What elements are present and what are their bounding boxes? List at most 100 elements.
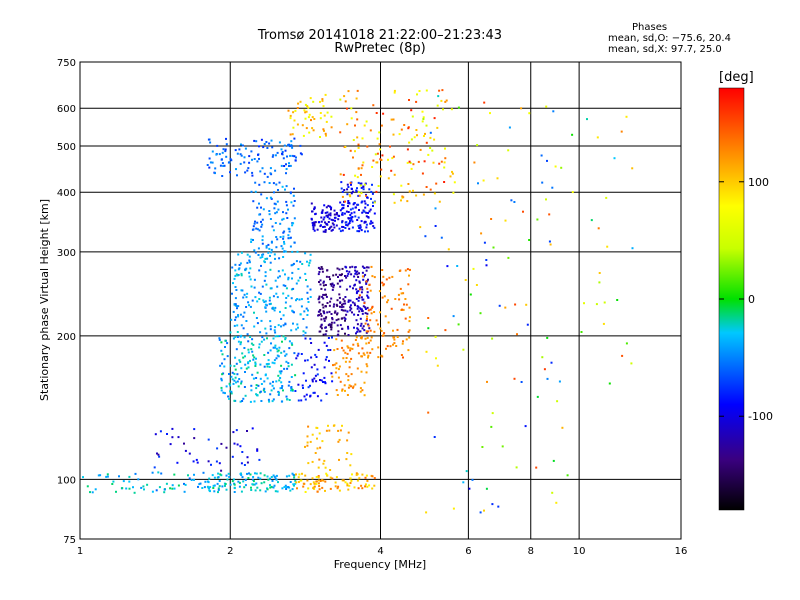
data-point xyxy=(171,427,174,430)
data-point xyxy=(274,203,277,206)
data-point xyxy=(490,425,493,428)
data-point xyxy=(404,317,407,320)
data-point xyxy=(239,313,242,316)
data-point xyxy=(240,154,243,157)
data-point xyxy=(244,394,247,397)
data-point xyxy=(350,373,353,376)
data-point xyxy=(277,349,280,352)
data-point xyxy=(444,329,447,332)
data-point xyxy=(309,394,312,397)
data-point xyxy=(304,272,307,275)
data-point xyxy=(220,341,223,344)
data-point xyxy=(361,347,364,350)
data-point xyxy=(297,383,300,386)
data-point xyxy=(358,294,361,297)
data-point xyxy=(385,278,388,281)
data-point xyxy=(402,292,405,295)
data-point xyxy=(412,163,415,166)
data-point xyxy=(234,297,237,300)
data-point xyxy=(366,315,368,318)
data-point xyxy=(319,283,322,286)
data-point xyxy=(446,265,449,268)
data-point xyxy=(292,204,295,207)
data-point xyxy=(245,267,248,270)
data-point xyxy=(329,205,331,208)
data-point xyxy=(347,346,350,349)
data-point xyxy=(286,217,289,219)
data-point xyxy=(288,340,291,343)
data-point xyxy=(289,245,292,248)
data-point xyxy=(444,157,447,160)
data-point xyxy=(276,354,279,357)
data-point xyxy=(251,350,254,353)
data-point xyxy=(247,477,250,479)
data-point xyxy=(394,298,397,300)
data-point xyxy=(328,213,331,216)
data-point xyxy=(229,483,232,486)
data-point xyxy=(356,230,359,233)
data-point xyxy=(276,200,279,203)
data-point xyxy=(258,458,261,461)
data-point xyxy=(329,476,332,479)
data-point xyxy=(357,194,360,197)
data-point xyxy=(334,481,337,484)
data-point xyxy=(294,482,297,485)
data-point xyxy=(367,324,370,327)
data-point xyxy=(155,489,158,492)
data-point xyxy=(286,367,289,370)
data-point xyxy=(234,263,237,266)
data-point xyxy=(284,284,287,287)
data-point xyxy=(397,293,400,296)
data-point xyxy=(347,299,350,302)
data-point xyxy=(306,435,309,438)
data-point xyxy=(230,318,233,321)
data-point xyxy=(307,425,310,428)
data-point xyxy=(332,424,335,427)
data-point xyxy=(254,489,257,492)
data-point xyxy=(303,109,306,112)
data-point xyxy=(238,148,241,151)
data-point xyxy=(425,350,428,353)
data-point xyxy=(240,474,243,476)
data-point xyxy=(336,324,339,327)
data-point xyxy=(233,324,236,327)
data-point xyxy=(322,310,325,313)
data-point xyxy=(260,340,263,343)
data-point xyxy=(261,235,264,238)
data-point xyxy=(289,489,292,492)
data-point xyxy=(361,288,364,291)
data-point xyxy=(318,297,321,300)
data-point xyxy=(366,318,368,320)
data-point xyxy=(343,95,346,98)
data-point xyxy=(270,287,273,290)
data-point xyxy=(290,363,293,366)
data-point xyxy=(345,458,348,461)
data-point xyxy=(227,161,230,164)
data-point xyxy=(331,380,334,383)
data-point xyxy=(121,487,124,490)
data-point xyxy=(255,482,258,485)
data-point xyxy=(366,312,369,315)
data-point xyxy=(300,153,303,156)
data-point xyxy=(354,339,357,341)
data-point xyxy=(357,167,360,170)
data-point xyxy=(270,389,273,392)
data-point xyxy=(238,481,241,484)
data-point xyxy=(329,278,331,281)
data-point xyxy=(404,269,407,272)
data-point xyxy=(157,453,160,456)
data-point xyxy=(253,278,256,281)
data-point xyxy=(313,485,316,488)
data-point xyxy=(321,211,324,214)
data-point xyxy=(354,272,357,275)
data-point xyxy=(586,118,588,121)
data-point xyxy=(240,274,243,277)
data-point xyxy=(234,356,237,359)
data-point xyxy=(320,399,323,402)
data-point xyxy=(316,437,318,440)
y-tick-label: 200 xyxy=(57,332,76,343)
data-point xyxy=(279,377,282,379)
data-point xyxy=(349,266,352,269)
data-point xyxy=(362,278,365,281)
data-point xyxy=(258,183,261,186)
